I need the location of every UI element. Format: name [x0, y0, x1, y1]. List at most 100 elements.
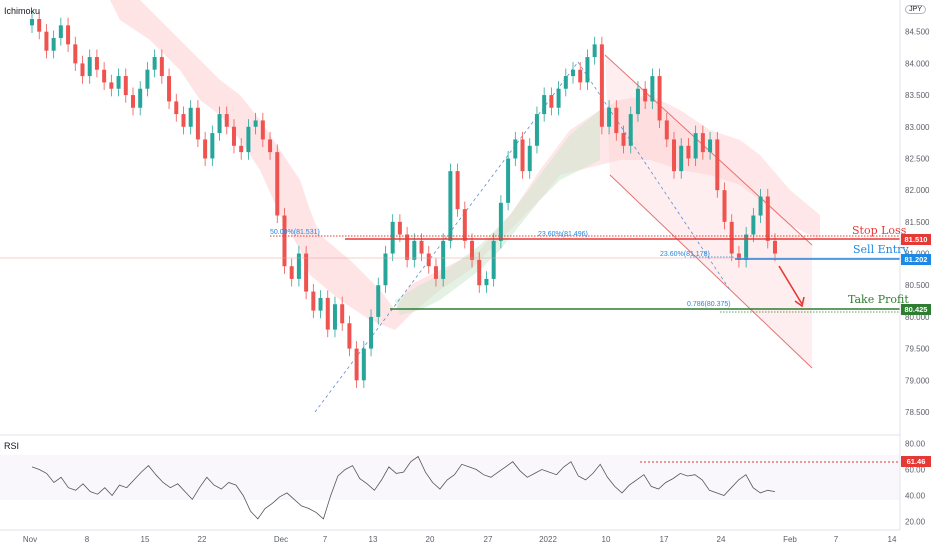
candle-body [722, 190, 727, 222]
candle-body [419, 240, 424, 254]
candle-body [729, 221, 734, 254]
candle-body [621, 133, 626, 146]
price-tick-label: 79.500 [905, 345, 930, 354]
candle-body [693, 133, 698, 159]
candle-body [534, 114, 539, 146]
ichimoku-cloud [110, 0, 820, 330]
candle-body [188, 107, 193, 127]
candle-body [708, 139, 713, 153]
candle-body [513, 139, 518, 159]
candle-body [520, 139, 525, 172]
rsi-tick-label: 20.00 [905, 518, 926, 527]
candle-body [751, 215, 756, 235]
candle-body [296, 253, 301, 279]
candle-body [30, 19, 34, 26]
candle-body [282, 215, 287, 267]
candle-body [758, 196, 763, 216]
price-tick-label: 79.000 [905, 376, 930, 385]
candle-body [354, 348, 359, 381]
fib-23-left-label: 23.60%(81.496) [538, 231, 588, 238]
candle-body [253, 120, 258, 127]
candle-body [66, 25, 71, 45]
candle-body [679, 145, 684, 172]
candle-body [275, 152, 280, 216]
candle-body [405, 234, 410, 260]
candle-body [123, 76, 128, 96]
date-tick-label: 7 [323, 535, 328, 544]
time-axis: Nov 8 15 22 Dec 7 13 20 27 2022 10 17 24 Feb 7 14 [23, 535, 897, 544]
candle-body [470, 240, 475, 260]
indicator-label-ichimoku: Ichimoku [4, 6, 41, 16]
candle-body [44, 31, 49, 51]
candle-body [37, 19, 42, 32]
date-tick-label: 24 [717, 535, 726, 544]
fib-50-label: 50.00%(81.531) [270, 229, 320, 236]
candle-body [571, 69, 576, 77]
price-tick-label: 80.500 [905, 281, 930, 290]
candle-body [614, 107, 619, 134]
candle-body [397, 221, 402, 235]
rsi-tick-label: 60.00 [905, 466, 926, 475]
candle-body [736, 253, 741, 260]
candle-body [563, 76, 568, 89]
rsi-pane [0, 455, 900, 520]
candle-body [231, 126, 236, 146]
date-tick-label: 7 [834, 535, 839, 544]
price-tick-label: 84.500 [905, 28, 930, 37]
candle-body [167, 76, 172, 102]
candle-body [268, 139, 273, 153]
date-tick-label: 8 [85, 535, 90, 544]
date-tick-label: Dec [274, 535, 288, 544]
candle-body [73, 44, 78, 64]
candle-body [628, 114, 633, 146]
date-tick-label: 2022 [539, 535, 557, 544]
date-tick-label: 20 [426, 535, 435, 544]
candle-body [542, 95, 547, 115]
date-tick-label: 17 [660, 535, 669, 544]
candle-body [412, 240, 417, 260]
candle-body [361, 348, 366, 381]
candle-body [491, 240, 496, 279]
stop-loss-price-tag: 81.510 [901, 234, 931, 245]
candle-body [664, 120, 669, 140]
candle-body [426, 253, 431, 267]
level-lines [0, 235, 900, 313]
price-axis: 84.500 84.000 83.500 83.000 82.500 82.000 81.5… [905, 28, 930, 417]
candle-body [369, 316, 374, 349]
rsi-tick-label: 40.00 [905, 492, 926, 501]
candle-body [383, 253, 388, 286]
candle-body [376, 285, 381, 317]
date-tick-label: Nov [23, 535, 37, 544]
candle-body [765, 196, 770, 241]
rsi-axis: 80.00 60.00 40.00 20.00 [905, 440, 926, 527]
sell-entry-label: Sell Entry [853, 243, 909, 256]
candle-body [94, 57, 99, 70]
candle-body [304, 253, 309, 292]
candle-body [607, 107, 612, 127]
candle-body [138, 88, 143, 108]
fib-trendlines [314, 61, 731, 413]
candle-body [635, 88, 640, 115]
date-tick-label: 10 [602, 535, 611, 544]
date-tick-label: 13 [369, 535, 378, 544]
candle-body [498, 202, 503, 241]
rsi-tick-label: 80.00 [905, 440, 926, 449]
candle-body [260, 120, 265, 140]
candle-body [325, 297, 330, 330]
candle-body [433, 266, 438, 279]
candle-body [51, 38, 56, 51]
stop-loss-label: Stop Loss [852, 224, 907, 237]
candle-body [210, 133, 215, 159]
candle-body [448, 171, 453, 241]
candle-body [332, 304, 337, 330]
candle-body [130, 95, 135, 108]
currency-badge[interactable]: JPY [905, 5, 926, 14]
candle-body [224, 114, 229, 127]
candle-body [549, 95, 554, 108]
price-tick-label: 78.500 [905, 408, 930, 417]
candle-body [102, 69, 107, 83]
date-tick-label: 15 [141, 535, 150, 544]
candle-body [527, 145, 532, 172]
candle-body [87, 57, 92, 77]
